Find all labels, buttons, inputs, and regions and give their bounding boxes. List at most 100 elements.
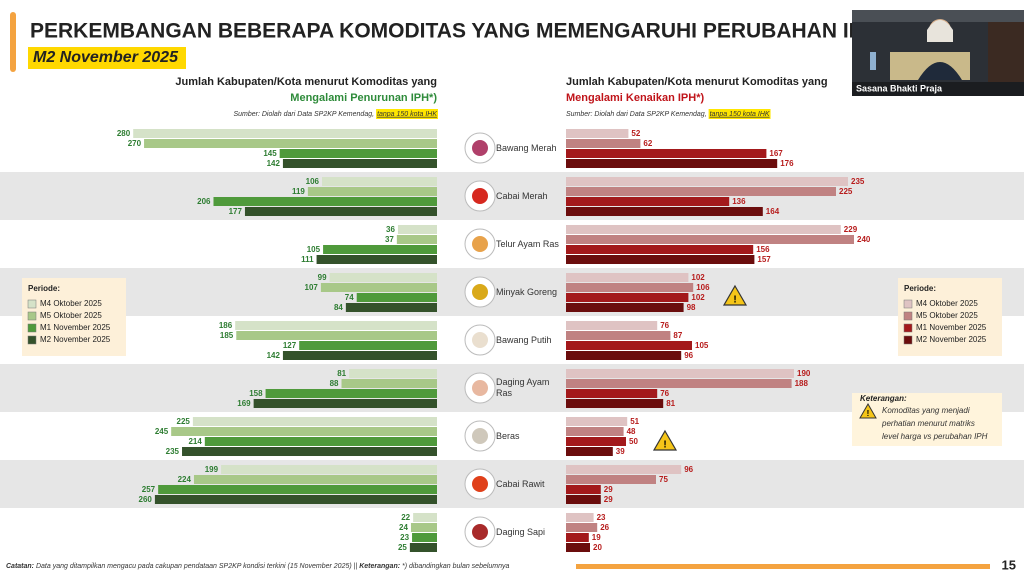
legend-label: M1 November 2025 (40, 323, 111, 332)
value-label: 75 (659, 475, 668, 484)
value-label: 225 (839, 187, 853, 196)
value-label: 142 (267, 159, 281, 168)
value-label: 240 (857, 235, 871, 244)
bar (566, 485, 601, 494)
legend-box (898, 278, 1002, 356)
bar (566, 495, 601, 504)
bar (204, 437, 437, 446)
bar (413, 513, 437, 522)
bar (236, 331, 437, 340)
bar (566, 139, 641, 148)
value-label: 257 (142, 485, 156, 494)
commodity-icon-inner (472, 140, 488, 156)
bar (320, 283, 437, 292)
bar (566, 283, 694, 292)
commodity-icon-inner (472, 524, 488, 540)
footer-bar (576, 564, 990, 569)
commodity-icon-inner (472, 380, 488, 396)
commodity-label-box: Cabai Merah (496, 191, 548, 201)
commodity-icon-inner (472, 428, 488, 444)
legend-swatch (27, 299, 37, 309)
legend-swatch (903, 311, 913, 321)
bar (566, 417, 628, 426)
value-label: 29 (604, 495, 613, 504)
value-label: 214 (188, 437, 202, 446)
value-label: 106 (696, 283, 710, 292)
legend-box (22, 278, 126, 356)
value-label: 99 (318, 273, 327, 282)
commodity-label: Beras (496, 430, 520, 441)
bar (566, 159, 778, 168)
commodity-label: Bawang Putih (496, 334, 552, 345)
legend-swatch (27, 335, 37, 345)
value-label: 136 (732, 197, 746, 206)
commodity-label-box: Telur Ayam Ras (496, 239, 559, 249)
bar (566, 447, 613, 456)
value-label: 119 (292, 187, 305, 196)
bar (341, 379, 437, 388)
value-label: 224 (178, 475, 192, 484)
accent-bar (10, 12, 16, 72)
legend-label: M5 Oktober 2025 (40, 311, 102, 320)
bar (323, 245, 437, 254)
value-label: 177 (229, 207, 243, 216)
left-subheading: Mengalami Penurunan IPH*) (290, 92, 437, 104)
row-band (0, 172, 1024, 220)
bar (345, 303, 437, 312)
footer: Catatan: Data yang ditampilkan mengacu p… (6, 563, 510, 570)
bar (566, 543, 590, 552)
value-label: 164 (766, 207, 780, 216)
bar (566, 235, 854, 244)
note-title: Keterangan: (860, 394, 907, 403)
commodity-label-box: Daging Sapi (496, 526, 546, 537)
warning-icon: ! (859, 402, 877, 419)
value-label: 107 (305, 283, 319, 292)
value-label: 105 (695, 341, 709, 350)
bar (410, 523, 437, 532)
bar (566, 197, 730, 206)
bar (566, 331, 671, 340)
legend-swatch (903, 323, 913, 333)
bar (566, 149, 767, 158)
commodity-label: Daging Sapi (496, 526, 546, 537)
value-label: 81 (666, 399, 675, 408)
legend-title: Periode: (28, 284, 60, 293)
bar (397, 225, 437, 234)
bar (192, 417, 437, 426)
value-label: 280 (117, 129, 131, 138)
legend-label: M4 Oktober 2025 (40, 299, 102, 308)
bar (566, 321, 658, 330)
left-source-note: tanpa 150 kota IHK (377, 111, 437, 118)
note-line: perhatian menurut matriks (881, 419, 975, 428)
value-label: 39 (616, 447, 625, 456)
warning-icon: ! (652, 429, 678, 451)
footer-label: Keterangan: (359, 563, 400, 570)
legend-swatch (27, 311, 37, 321)
bar (282, 351, 437, 360)
bar (349, 369, 437, 378)
value-label: 199 (205, 465, 219, 474)
value-label: 169 (237, 399, 251, 408)
value-label: 102 (691, 293, 705, 302)
value-label: 22 (401, 513, 410, 522)
value-label: 235 (166, 447, 180, 456)
value-label: 36 (386, 225, 395, 234)
bar (253, 399, 437, 408)
value-label: 156 (756, 245, 770, 254)
subtitle-highlight (28, 47, 186, 69)
value-label: 37 (385, 235, 394, 244)
bar (356, 293, 437, 302)
bar (566, 379, 792, 388)
bar (396, 235, 437, 244)
bar (566, 225, 841, 234)
value-label: 225 (177, 417, 191, 426)
bar (566, 245, 754, 254)
value-label: 245 (155, 427, 169, 436)
bar (299, 341, 437, 350)
value-label: 23 (400, 533, 409, 542)
right-subheading: Mengalami Kenaikan IPH*) (566, 92, 704, 104)
commodity-label: Minyak Goreng (496, 286, 558, 297)
right-source: Sumber: Diolah dari Data SP2KP Kemendag, (566, 111, 707, 118)
bar (566, 187, 836, 196)
value-label: 157 (757, 255, 771, 264)
